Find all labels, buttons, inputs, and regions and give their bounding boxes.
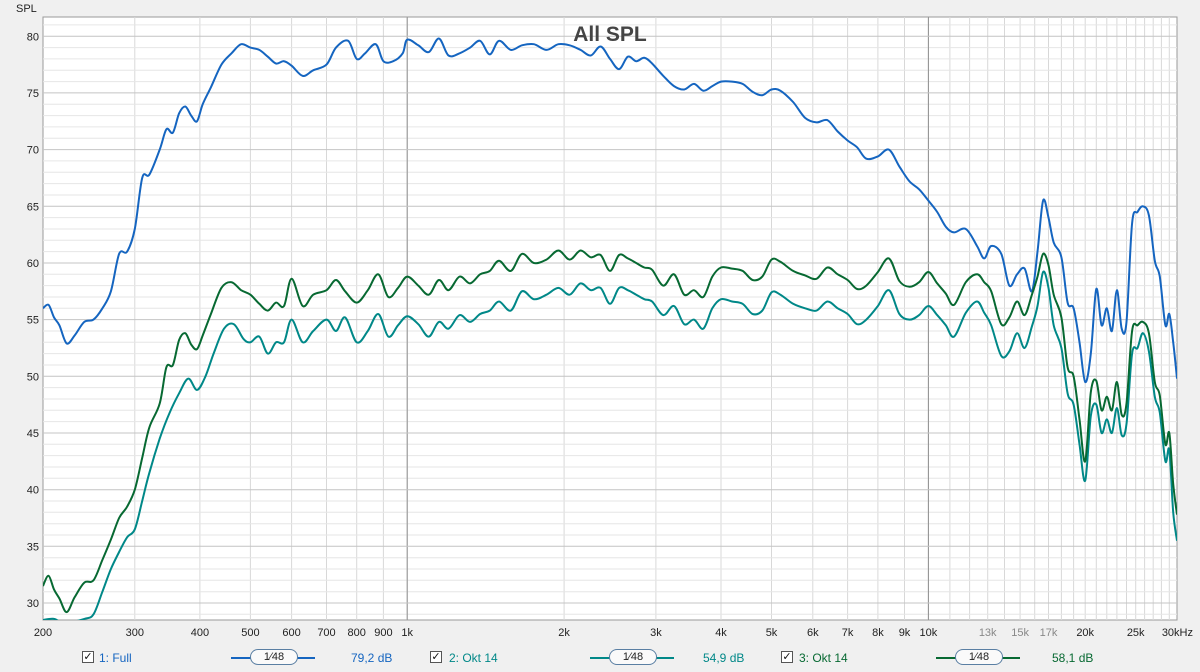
x-tick-label: 200 — [34, 627, 52, 639]
x-tick-label: 25k — [1127, 627, 1145, 639]
x-tick-label: 6k — [807, 627, 819, 639]
x-tick-label: 5k — [766, 627, 778, 639]
x-tick-label: 400 — [191, 627, 209, 639]
legend-value-2: 54,9 dB — [703, 651, 745, 665]
y-tick-label: 35 — [27, 541, 39, 553]
plot-area[interactable]: 200 300 400 500 600 700 800 900 1k 2k 3k 4k 5k 6k 7k 8k… — [0, 0, 1200, 645]
x-tick-label: 10k — [920, 627, 938, 639]
y-tick-label: 55 — [27, 315, 39, 327]
smoothing-button-3[interactable]: 1⁄48 — [955, 649, 1003, 665]
legend-checkbox-3[interactable]: ✓ — [781, 651, 793, 663]
smoothing-button-1[interactable]: 1⁄48 — [250, 649, 298, 665]
smoothing-button-2[interactable]: 1⁄48 — [609, 649, 657, 665]
y-tick-labels: 30 35 40 45 50 55 60 65 70 75 80 — [27, 31, 39, 610]
x-tick-label: 1k — [401, 627, 413, 639]
chart-title: All SPL — [573, 23, 647, 46]
y-tick-label: 50 — [27, 371, 39, 383]
legend-value-1: 79,2 dB — [351, 651, 393, 665]
legend-label-3: 3: Okt 14 — [799, 651, 848, 665]
x-tick-labels: 200 300 400 500 600 700 800 900 1k 2k 3k 4k 5k 6k 7k 8k… — [34, 627, 1193, 639]
x-tick-label: 2k — [558, 627, 570, 639]
legend-label-2: 2: Okt 14 — [449, 651, 498, 665]
x-tick-label: 3k — [650, 627, 662, 639]
y-tick-label: 80 — [27, 31, 39, 43]
x-tick-label: 700 — [317, 627, 335, 639]
y-tick-label: 70 — [27, 145, 39, 157]
plot-background — [42, 16, 1178, 621]
x-tick-label: 600 — [282, 627, 300, 639]
x-tick-label: 900 — [374, 627, 392, 639]
legend-entry-3: ✓ 3: Okt 14 1⁄48 58,1 dB — [0, 646, 1200, 670]
legend-entry-1: ✓ 1: Full 1⁄48 79,2 dB — [0, 646, 400, 670]
x-tick-label: 30kHz — [1162, 627, 1193, 639]
y-tick-label: 75 — [27, 88, 39, 100]
y-tick-label: 60 — [27, 258, 39, 270]
series-line-3 — [43, 249, 1177, 614]
x-tick-label: 17k — [1040, 627, 1058, 639]
x-tick-label: 9k — [899, 627, 911, 639]
x-tick-label: 20k — [1076, 627, 1094, 639]
y-tick-label: 40 — [27, 485, 39, 497]
x-tick-label: 500 — [241, 627, 259, 639]
legend-entry-2: ✓ 2: Okt 14 1⁄48 54,9 dB — [0, 646, 800, 670]
x-tick-label: 800 — [348, 627, 366, 639]
x-tick-label: 300 — [126, 627, 144, 639]
x-tick-label: 15k — [1011, 627, 1029, 639]
legend-checkbox-2[interactable]: ✓ — [430, 651, 442, 663]
y-tick-label: 30 — [27, 598, 39, 610]
y-axis-label: SPL — [16, 3, 37, 15]
x-tick-label: 4k — [715, 627, 727, 639]
legend-label-1: 1: Full — [99, 651, 132, 665]
series-layer — [43, 37, 1177, 620]
series-line-1 — [43, 37, 1177, 384]
x-tick-label: 7k — [842, 627, 854, 639]
x-tick-label: 8k — [872, 627, 884, 639]
series-line-2 — [43, 270, 1177, 620]
y-tick-label: 65 — [27, 201, 39, 213]
legend-bar: ✓ 1: Full 1⁄48 79,2 dB ✓ 2: Okt 14 1⁄48 … — [0, 646, 1200, 670]
legend-checkbox-1[interactable]: ✓ — [82, 651, 94, 663]
legend-value-3: 58,1 dB — [1052, 651, 1094, 665]
grid-minor — [43, 17, 1177, 620]
x-tick-label: 13k — [979, 627, 997, 639]
spl-chart[interactable]: 200 300 400 500 600 700 800 900 1k 2k 3k 4k 5k 6k 7k 8k… — [0, 0, 1200, 645]
y-tick-label: 45 — [27, 428, 39, 440]
